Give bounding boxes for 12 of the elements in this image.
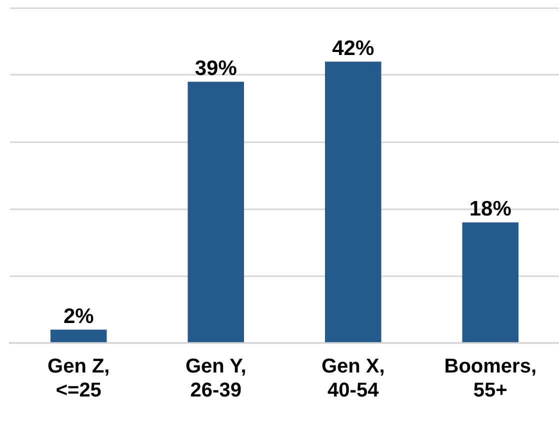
- data-label: 42%: [332, 36, 374, 60]
- x-tick-label: Gen Y, 26-39: [185, 356, 246, 402]
- bar: [462, 222, 519, 342]
- x-tick-label: Gen Z, <=25: [48, 356, 110, 402]
- data-label: 39%: [194, 56, 238, 80]
- data-label: 18%: [469, 198, 512, 221]
- bar: [324, 62, 382, 342]
- x-tick-label: Gen X, 40-54: [321, 356, 385, 402]
- x-tick-label: Boomers, 55+: [444, 356, 536, 402]
- bar: [188, 82, 244, 342]
- data-label: 2%: [63, 304, 94, 328]
- bar: [50, 330, 107, 342]
